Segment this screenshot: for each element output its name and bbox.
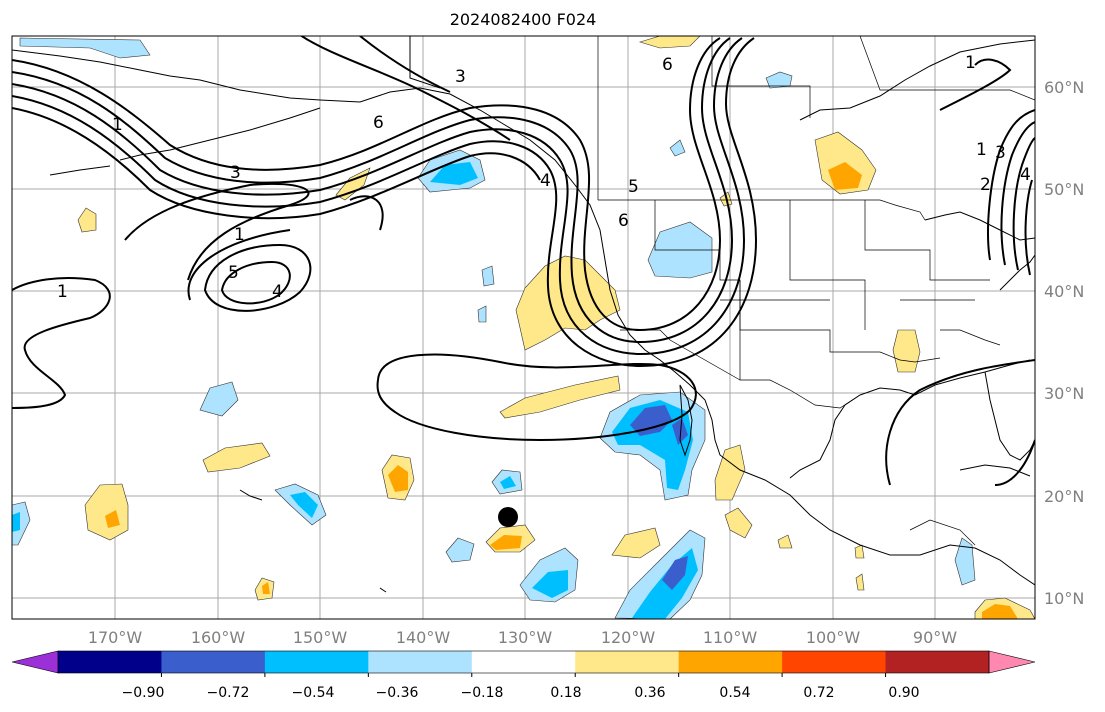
svg-text:160°W: 160°W bbox=[191, 628, 246, 647]
svg-text:0.54: 0.54 bbox=[719, 685, 750, 701]
coastlines bbox=[12, 36, 1035, 593]
svg-text:1: 1 bbox=[112, 115, 123, 135]
colorbar-segment bbox=[368, 651, 473, 673]
svg-text:5: 5 bbox=[228, 263, 239, 283]
svg-text:6: 6 bbox=[662, 55, 673, 75]
svg-text:0.36: 0.36 bbox=[634, 685, 665, 701]
colorbar-segment bbox=[678, 651, 783, 673]
svg-text:60°N: 60°N bbox=[1044, 78, 1084, 97]
svg-text:1: 1 bbox=[234, 225, 245, 245]
svg-text:5: 5 bbox=[628, 177, 639, 197]
svg-text:6: 6 bbox=[373, 113, 384, 133]
contour-labels: 1 3 4 5 6 1 3 4 5 6 1 6 2 3 4 1 1 bbox=[57, 53, 1031, 302]
svg-text:120°W: 120°W bbox=[601, 628, 656, 647]
colorbar-extend-max bbox=[988, 650, 1036, 674]
negative-anomaly-shading bbox=[12, 37, 976, 619]
svg-text:2: 2 bbox=[980, 175, 991, 195]
svg-text:20°N: 20°N bbox=[1044, 487, 1084, 506]
svg-text:6: 6 bbox=[618, 211, 629, 231]
longitude-labels: 170°W 160°W 150°W 140°W 130°W 120°W 110°… bbox=[88, 628, 957, 647]
latitude-labels: 60°N 50°N 40°N 30°N 20°N 10°N bbox=[1044, 78, 1084, 608]
svg-text:1: 1 bbox=[965, 53, 976, 73]
svg-text:1: 1 bbox=[57, 282, 68, 302]
svg-text:110°W: 110°W bbox=[703, 628, 758, 647]
colorbar-segment bbox=[58, 651, 162, 673]
map-frame bbox=[11, 35, 1036, 620]
svg-text:140°W: 140°W bbox=[396, 628, 451, 647]
svg-text:4: 4 bbox=[272, 282, 283, 302]
svg-text:−0.54: −0.54 bbox=[292, 685, 335, 701]
colorbar-segment bbox=[161, 651, 266, 673]
svg-text:0.18: 0.18 bbox=[550, 685, 581, 701]
colorbar-segment bbox=[575, 651, 680, 673]
svg-text:3: 3 bbox=[230, 163, 241, 183]
svg-text:10°N: 10°N bbox=[1044, 589, 1084, 608]
svg-text:0.90: 0.90 bbox=[888, 685, 919, 701]
svg-text:90°W: 90°W bbox=[913, 628, 957, 647]
height-contours bbox=[12, 36, 1035, 486]
svg-text:170°W: 170°W bbox=[88, 628, 143, 647]
colorbar-segment bbox=[471, 651, 576, 673]
svg-text:100°W: 100°W bbox=[806, 628, 861, 647]
svg-text:−0.18: −0.18 bbox=[461, 685, 504, 701]
svg-text:4: 4 bbox=[1020, 165, 1031, 185]
svg-text:3: 3 bbox=[995, 143, 1006, 163]
storm-position-marker bbox=[498, 507, 518, 527]
svg-text:150°W: 150°W bbox=[293, 628, 348, 647]
svg-text:4: 4 bbox=[540, 171, 551, 191]
svg-text:−0.72: −0.72 bbox=[207, 685, 250, 701]
colorbar-labels: −0.90 −0.72 −0.54 −0.36 −0.18 0.18 0.36 … bbox=[122, 685, 920, 701]
svg-text:50°N: 50°N bbox=[1044, 180, 1084, 199]
svg-text:40°N: 40°N bbox=[1044, 282, 1084, 301]
svg-text:30°N: 30°N bbox=[1044, 384, 1084, 403]
svg-text:−0.90: −0.90 bbox=[122, 685, 165, 701]
svg-text:1: 1 bbox=[976, 140, 987, 160]
svg-text:0.72: 0.72 bbox=[803, 685, 834, 701]
svg-text:−0.36: −0.36 bbox=[376, 685, 419, 701]
colorbar-segment bbox=[885, 651, 990, 673]
colorbar-outline bbox=[57, 650, 990, 674]
colorbar-segment bbox=[264, 651, 369, 673]
map-title: 2024082400 F024 bbox=[449, 10, 597, 29]
svg-text:3: 3 bbox=[455, 67, 466, 87]
svg-text:130°W: 130°W bbox=[498, 628, 553, 647]
colorbar-extend-min bbox=[11, 650, 59, 674]
colorbar bbox=[11, 650, 1036, 677]
colorbar-segment bbox=[782, 651, 887, 673]
